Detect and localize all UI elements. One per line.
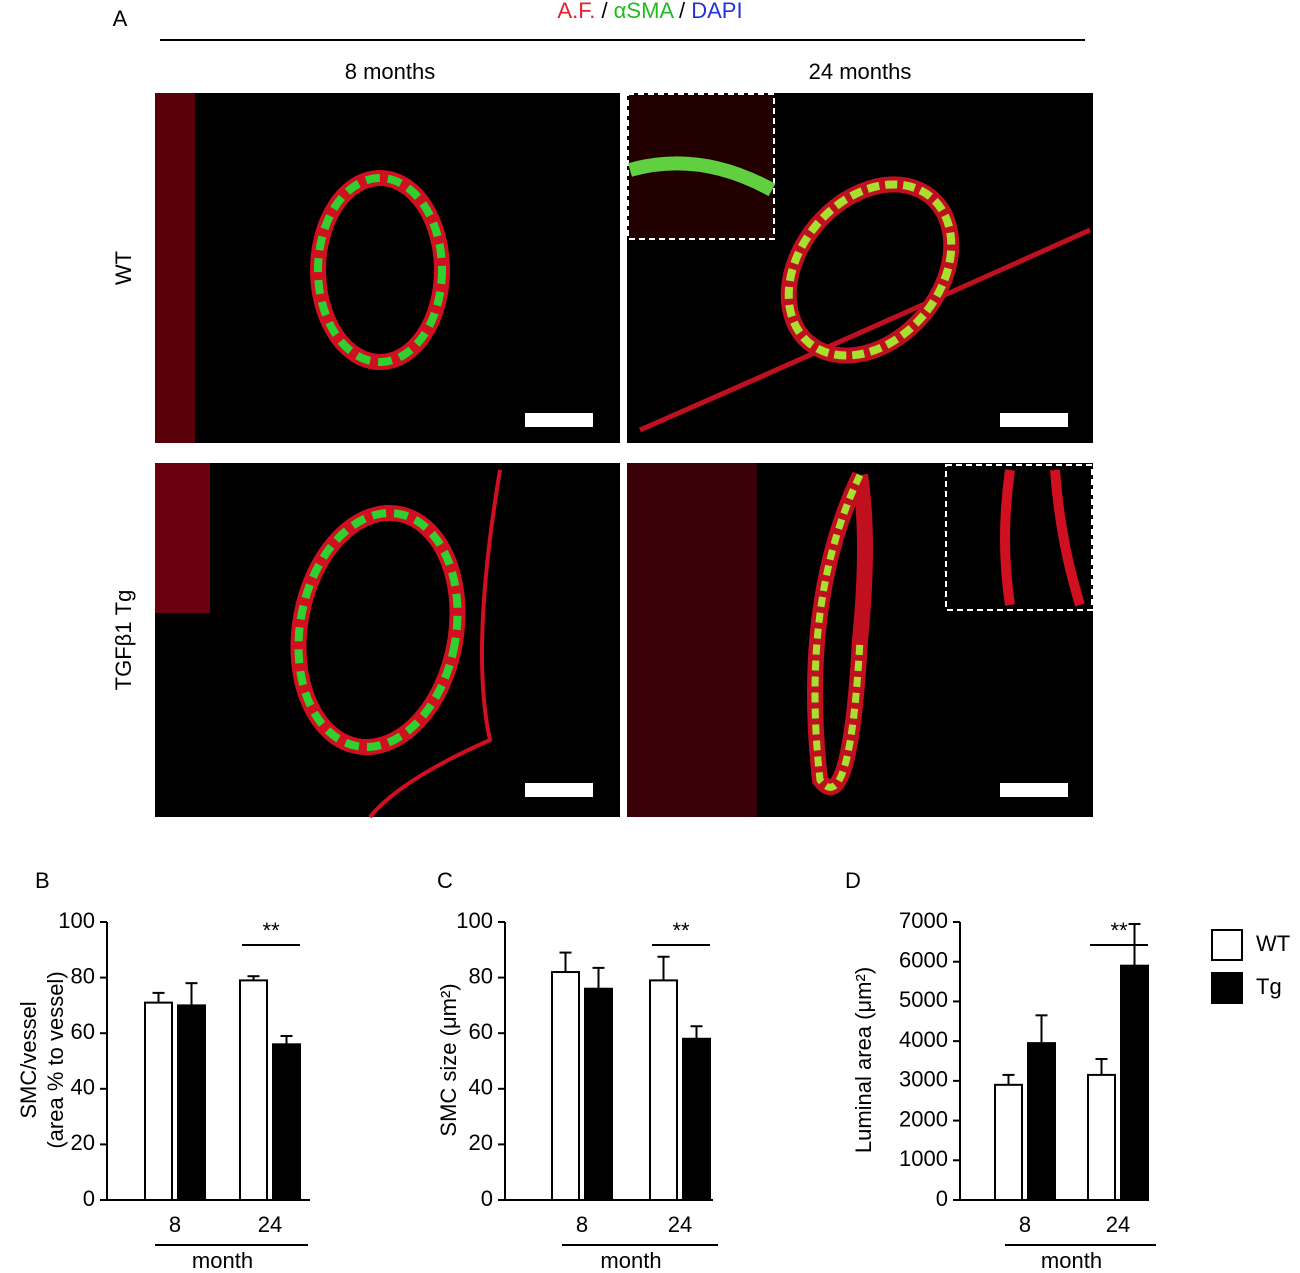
panel-label: B	[35, 868, 50, 893]
x-tick-label: 8	[576, 1212, 588, 1237]
panel-label: D	[845, 868, 861, 893]
bar	[144, 1001, 173, 1201]
x-axis-label: month	[192, 1248, 253, 1273]
tissue	[155, 93, 195, 443]
y-tick-label: 60	[71, 1019, 95, 1044]
bar	[272, 1043, 301, 1201]
y-tick-label: 1000	[899, 1146, 948, 1171]
y-axis-label: SMC size (μm²)	[436, 983, 461, 1136]
y-tick-label: 0	[481, 1186, 493, 1211]
x-tick-label: 24	[258, 1212, 282, 1237]
y-axis-label: (area % to vessel)	[43, 971, 68, 1148]
image	[155, 463, 620, 817]
vessel	[314, 174, 446, 366]
bar	[1120, 964, 1149, 1202]
x-tick-label: 8	[169, 1212, 181, 1237]
y-tick-label: 20	[71, 1130, 95, 1155]
scale-bar	[1000, 413, 1068, 427]
image	[155, 93, 620, 443]
column-label: 24 months	[809, 59, 912, 84]
x-tick-label: 24	[1106, 1212, 1130, 1237]
y-tick-label: 0	[83, 1186, 95, 1211]
x-tick-label: 24	[668, 1212, 692, 1237]
y-tick-label: 80	[469, 963, 493, 988]
vessel	[784, 180, 956, 360]
bar	[682, 1037, 711, 1202]
y-tick-label: 100	[456, 908, 493, 933]
bar	[239, 979, 268, 1201]
significance: **	[672, 918, 690, 943]
y-tick-label: 0	[936, 1186, 948, 1211]
vessel	[811, 473, 864, 791]
y-axis-label: SMC/vessel	[16, 1001, 41, 1118]
panel-label: A	[113, 6, 128, 31]
vessel	[638, 227, 1092, 433]
y-tick-label: 60	[469, 1019, 493, 1044]
legend-swatch	[1211, 972, 1243, 1004]
y-tick-label: 6000	[899, 948, 948, 973]
scale-bar	[525, 783, 593, 797]
title-part: αSMA	[614, 0, 675, 23]
y-tick-label: 2000	[899, 1106, 948, 1131]
significance: **	[1110, 918, 1128, 943]
x-axis-label: month	[600, 1248, 661, 1273]
y-tick-label: 80	[71, 963, 95, 988]
vessel	[368, 469, 502, 819]
legend-label: WT	[1256, 931, 1290, 956]
bar	[649, 979, 678, 1201]
x-axis-label: month	[1041, 1248, 1102, 1273]
title-part: A.F.	[557, 0, 595, 23]
title-part: /	[673, 0, 691, 23]
significance: **	[262, 918, 280, 943]
bar	[551, 971, 580, 1201]
title-part: /	[595, 0, 613, 23]
bar	[1087, 1073, 1116, 1202]
column-label: 8 months	[345, 59, 436, 84]
y-axis-label: Luminal area (μm²)	[851, 967, 876, 1153]
y-tick-label: 40	[71, 1075, 95, 1100]
tissue	[155, 463, 210, 613]
bar	[584, 987, 613, 1201]
scale-bar	[1000, 783, 1068, 797]
bar	[177, 1004, 206, 1202]
y-tick-label: 7000	[899, 908, 948, 933]
bar	[994, 1083, 1023, 1202]
y-tick-label: 40	[469, 1075, 493, 1100]
legend-label: Tg	[1256, 974, 1282, 999]
title-part: DAPI	[691, 0, 742, 23]
micrographs	[155, 93, 1093, 819]
panel-title: A.F. / αSMA / DAPI	[557, 0, 742, 23]
vessel	[807, 471, 873, 796]
y-tick-label: 3000	[899, 1067, 948, 1092]
y-tick-label: 20	[469, 1130, 493, 1155]
y-tick-label: 4000	[899, 1027, 948, 1052]
y-tick-label: 100	[58, 908, 95, 933]
scale-bar	[525, 413, 593, 427]
tissue	[627, 463, 757, 817]
x-tick-label: 8	[1019, 1212, 1031, 1237]
legend-swatch	[1211, 929, 1243, 961]
vessel	[1000, 469, 1085, 607]
panel-label: C	[437, 868, 453, 893]
vessel	[294, 509, 462, 751]
y-tick-label: 5000	[899, 987, 948, 1012]
vessel	[628, 156, 776, 197]
row-label: TGFβ1 Tg	[111, 590, 136, 691]
row-label: WT	[111, 251, 136, 285]
bar	[1027, 1042, 1056, 1201]
